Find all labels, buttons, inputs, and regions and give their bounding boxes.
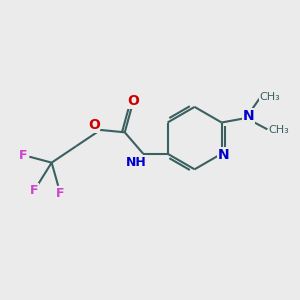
Text: CH₃: CH₃: [268, 125, 289, 135]
Text: F: F: [30, 184, 38, 197]
Text: N: N: [217, 148, 229, 162]
Text: N: N: [242, 109, 254, 123]
Text: O: O: [88, 118, 100, 133]
Text: O: O: [127, 94, 139, 108]
Text: F: F: [19, 149, 27, 162]
Text: NH: NH: [126, 155, 147, 169]
Text: CH₃: CH₃: [260, 92, 280, 102]
Text: F: F: [56, 187, 64, 200]
